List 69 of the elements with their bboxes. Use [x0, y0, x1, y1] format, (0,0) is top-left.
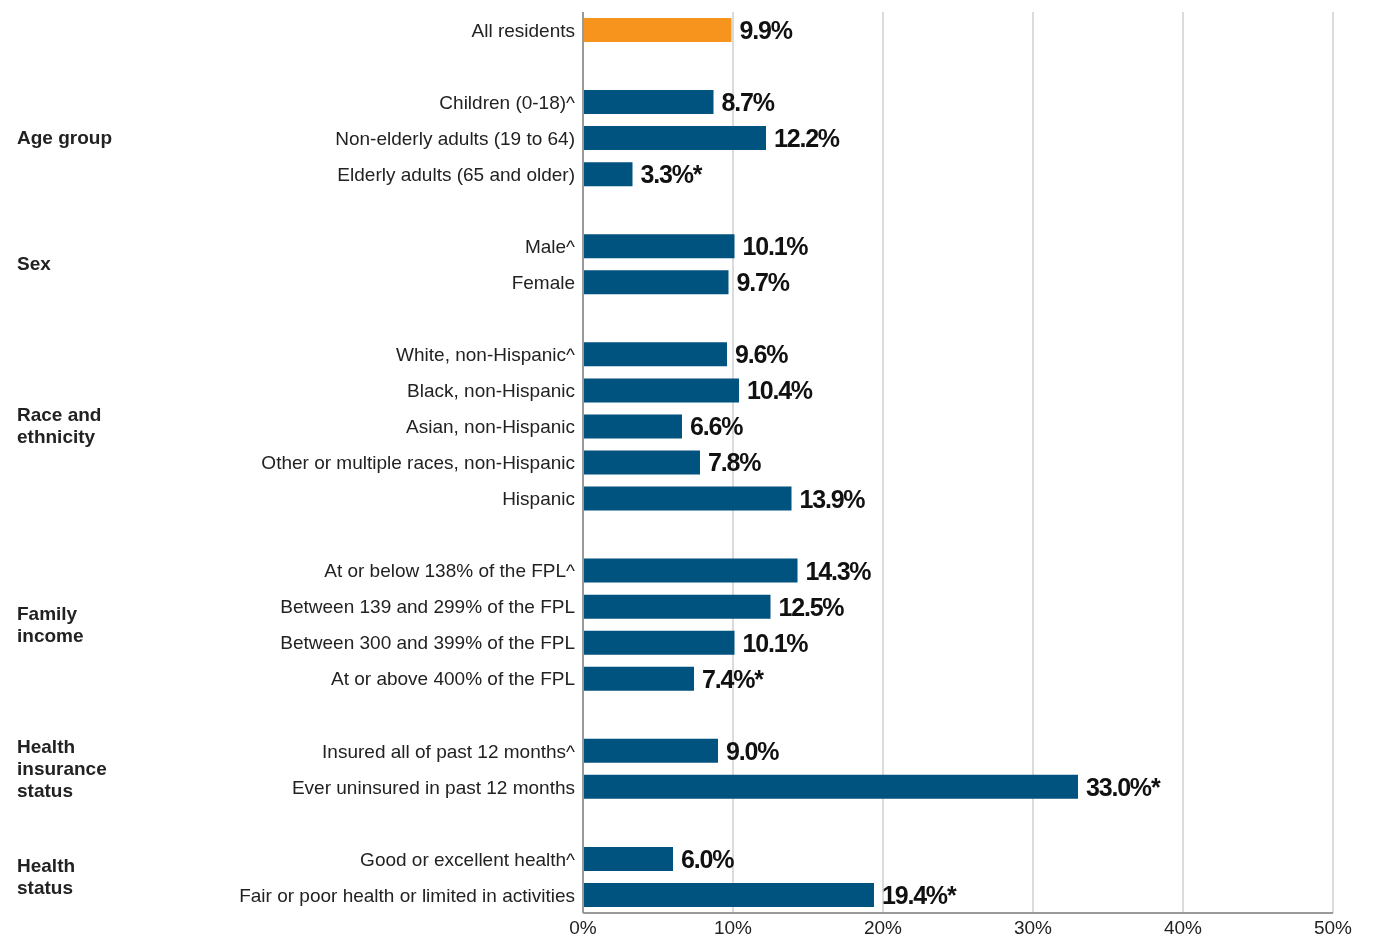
data-label: 9.6% — [735, 340, 789, 369]
x-tick-label: 50% — [1313, 917, 1353, 939]
text: Health status — [17, 854, 77, 899]
y-tick-label: Other or multiple races, non-Hispanic — [261, 452, 575, 474]
bar — [583, 450, 700, 475]
bar — [583, 594, 771, 619]
data-label: 12.2% — [774, 124, 840, 153]
data-label: 9.9% — [739, 16, 793, 44]
bar — [583, 846, 673, 871]
bar — [583, 126, 766, 151]
y-tick-label: Asian, non-Hispanic — [406, 416, 575, 438]
y-tick-label: Hispanic — [502, 488, 575, 510]
data-label: 10.1% — [742, 232, 809, 261]
data-label: 10.4% — [747, 376, 813, 405]
y-tick-label: Black, non-Hispanic — [407, 380, 575, 402]
bar — [583, 738, 718, 763]
bar — [583, 774, 1078, 799]
bar — [583, 666, 694, 691]
data-label: 7.4%* — [702, 664, 765, 693]
data-label: 7.8% — [708, 448, 762, 477]
x-tick-label: 30% — [1013, 917, 1053, 939]
y-tick-label: Ever uninsured in past 12 months — [291, 776, 575, 798]
bar — [583, 882, 874, 907]
text: Race and ethnicity — [17, 404, 103, 449]
x-tick-label: 0% — [569, 917, 597, 939]
y-tick-label: Non-elderly adults (19 to 64) — [335, 127, 575, 149]
data-label: 9.0% — [726, 736, 780, 765]
data-label: 19.4%* — [882, 880, 957, 909]
y-tick-label: Insured all of past 12 months^ — [322, 740, 576, 762]
bar — [583, 270, 729, 295]
data-label: 6.6% — [690, 412, 744, 441]
y-tick-label: Children (0-18)^ — [439, 91, 576, 113]
bar — [583, 630, 735, 655]
data-label: 9.7% — [736, 268, 790, 297]
y-tick-label: Female — [511, 272, 575, 294]
bar — [583, 342, 727, 367]
y-tick-label: Between 139 and 299% of the FPL — [280, 596, 575, 618]
bar — [583, 234, 735, 259]
bar — [583, 414, 682, 439]
data-label: 33.0%* — [1086, 772, 1161, 801]
y-tick-label: Good or excellent health^ — [360, 848, 576, 870]
bar — [583, 558, 798, 583]
text: Age group — [17, 127, 113, 150]
x-tick-label: 20% — [863, 917, 903, 939]
y-tick-label: Between 300 and 399% of the FPL — [280, 632, 575, 654]
data-label: 8.7% — [721, 88, 775, 117]
text: Sex — [17, 253, 52, 276]
y-tick-label: Elderly adults (65 and older) — [337, 163, 575, 185]
y-tick-label: White, non-Hispanic^ — [396, 344, 576, 366]
data-label: 12.5% — [778, 592, 845, 621]
y-tick-label: Male^ — [524, 236, 576, 258]
text: Health insurance status — [17, 735, 108, 802]
bar — [583, 486, 792, 511]
x-tick-label: 10% — [713, 917, 753, 939]
data-label: 3.3%* — [640, 160, 703, 189]
text: Family income — [17, 602, 85, 647]
data-label: 14.3% — [805, 556, 872, 585]
bar — [583, 18, 732, 42]
x-tick-label: 40% — [1163, 917, 1203, 939]
y-tick-label: At or above 400% of the FPL — [331, 668, 575, 690]
data-label: 13.9% — [799, 484, 866, 513]
y-tick-label: All residents — [471, 19, 575, 41]
data-label: 6.0% — [681, 844, 735, 873]
bar — [583, 162, 633, 187]
bar — [583, 378, 739, 403]
bar — [583, 90, 714, 115]
y-tick-label: At or below 138% of the FPL^ — [324, 560, 576, 582]
data-label: 10.1% — [742, 628, 809, 657]
y-tick-label: Fair or poor health or limited in activities — [239, 884, 575, 906]
